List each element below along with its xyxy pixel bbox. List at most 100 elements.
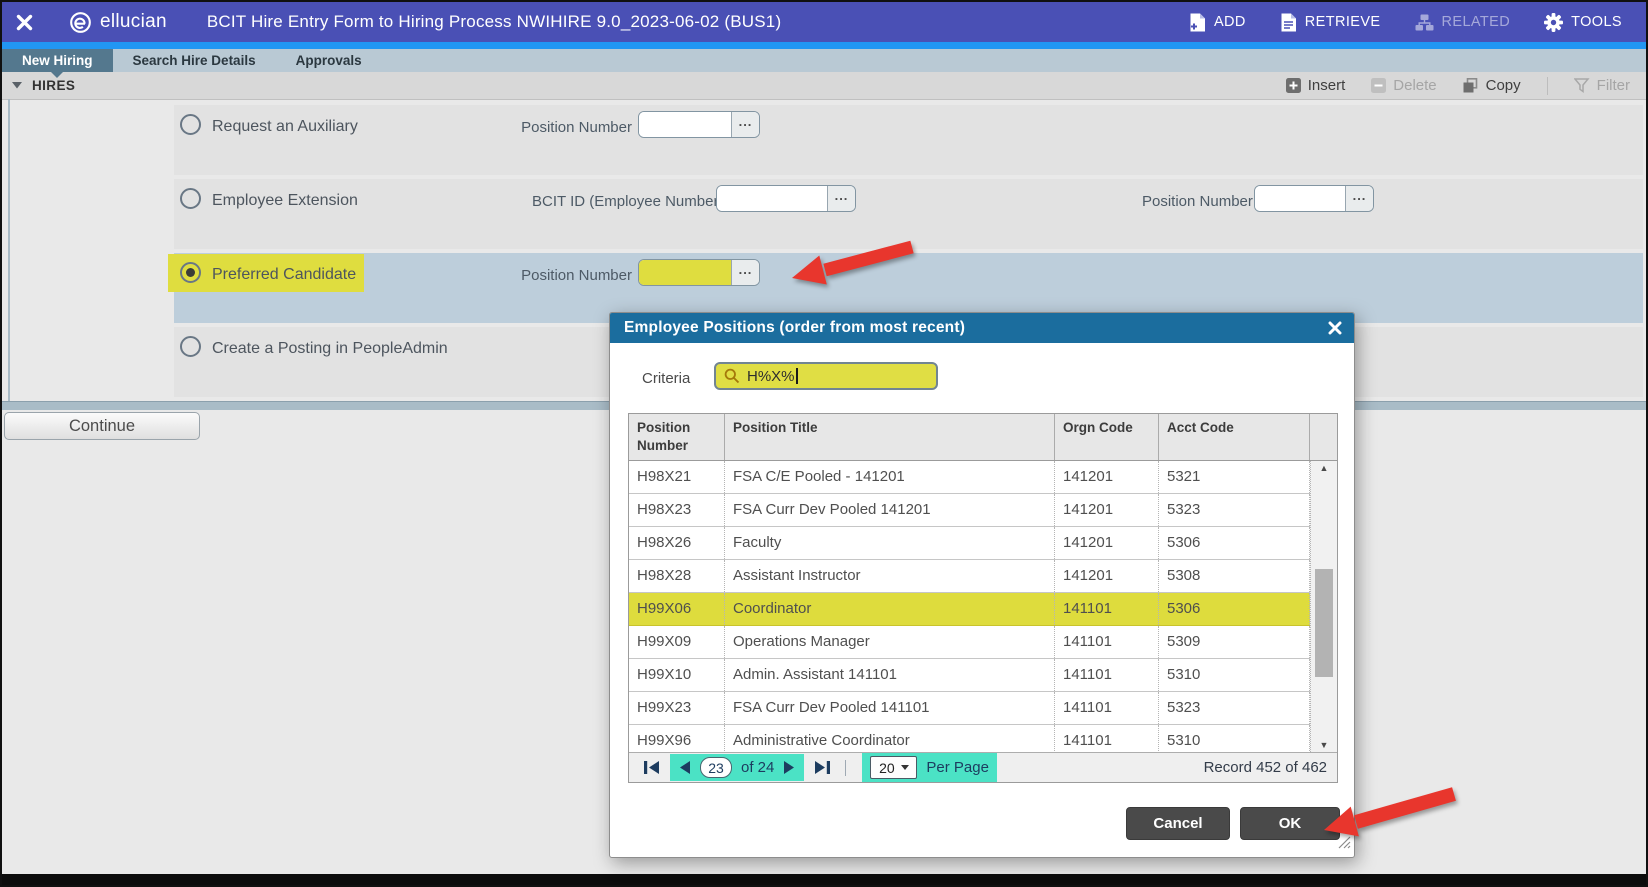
row-spacer: [1309, 692, 1337, 724]
per-page-select[interactable]: 20: [870, 756, 918, 779]
window-bottom-frame: [2, 874, 1646, 885]
radio-employee-extension[interactable]: [180, 188, 201, 209]
lov-ellipsis-button[interactable]: [827, 186, 855, 211]
table-cell: H99X09: [637, 633, 692, 650]
record-count-label: Record 452 of 462: [1203, 759, 1327, 776]
first-page-button[interactable]: [643, 760, 660, 775]
table-cell: Assistant Instructor: [724, 560, 1054, 592]
table-cell: H98X23: [637, 501, 692, 518]
radio-request-auxiliary[interactable]: [180, 114, 201, 135]
table-row[interactable]: H99X10 Admin. Assistant 141101 141101 5310: [629, 659, 1337, 692]
scroll-up-icon[interactable]: ▲: [1319, 463, 1329, 473]
insert-plus-icon: [1285, 78, 1301, 93]
tab-search-hire-details[interactable]: Search Hire Details: [113, 49, 276, 72]
row-spacer: [1309, 725, 1337, 752]
resize-grip-icon[interactable]: [1338, 836, 1351, 854]
delete-button[interactable]: Delete: [1371, 77, 1437, 94]
lov-ellipsis-button[interactable]: [731, 112, 759, 137]
page-number-input[interactable]: 23: [700, 757, 732, 778]
dialog-title: Employee Positions (order from most rece…: [624, 319, 966, 336]
table-cell: H99X96: [637, 732, 692, 749]
add-button[interactable]: ADD: [1189, 13, 1246, 32]
previous-page-button[interactable]: [678, 760, 691, 775]
column-header[interactable]: Position Title: [724, 414, 1054, 460]
table-cell: FSA Curr Dev Pooled 141101: [724, 692, 1054, 724]
collapse-caret-icon[interactable]: [12, 82, 22, 89]
table-row[interactable]: H98X23 FSA Curr Dev Pooled 141201 141201 53…: [629, 494, 1337, 527]
scrollbar-thumb[interactable]: [1315, 569, 1333, 677]
table-row[interactable]: H98X26 Faculty 141201 5306: [629, 527, 1337, 560]
tab-new-hiring[interactable]: New Hiring: [2, 49, 113, 78]
retrieve-button[interactable]: RETRIEVE: [1280, 13, 1381, 32]
cancel-button[interactable]: Cancel: [1126, 807, 1230, 840]
table-scrollbar[interactable]: ▲ ▼: [1310, 461, 1337, 752]
position-number-input[interactable]: [639, 112, 731, 137]
row-spacer: [1309, 527, 1337, 559]
add-document-icon: [1190, 13, 1205, 31]
hires-section-bar: HIRES Insert Delete Copy Filter: [2, 72, 1646, 100]
radio-preferred-candidate[interactable]: [180, 262, 201, 283]
continue-button[interactable]: Continue: [4, 412, 200, 440]
tab-approvals[interactable]: Approvals: [276, 49, 382, 72]
table-cell: H99X06: [637, 600, 692, 617]
brand-logo: ellucian: [69, 11, 167, 34]
page-title: BCIT Hire Entry Form to Hiring Process N…: [206, 12, 782, 31]
tab-bar: New Hiring Search Hire Details Approvals: [2, 49, 1646, 78]
criteria-value: H%X%: [747, 367, 795, 385]
text-cursor: [795, 368, 798, 384]
tab-label: New Hiring: [22, 53, 93, 68]
last-page-button[interactable]: [814, 760, 831, 775]
criteria-search-field[interactable]: H%X%: [714, 362, 938, 390]
option-label: Employee Extension: [212, 192, 358, 209]
position-number-input[interactable]: [1255, 186, 1345, 211]
lov-ellipsis-button[interactable]: [1345, 186, 1373, 211]
position-number-input[interactable]: [639, 260, 731, 285]
column-header[interactable]: Position Number: [637, 420, 691, 453]
insert-button[interactable]: Insert: [1285, 77, 1345, 94]
table-cell: 5310: [1158, 659, 1309, 691]
chevron-down-icon: [900, 765, 909, 770]
dialog-header[interactable]: Employee Positions (order from most rece…: [610, 313, 1354, 343]
table-cell: Admin. Assistant 141101: [724, 659, 1054, 691]
table-cell: 141101: [1054, 593, 1158, 625]
option-label: Create a Posting in PeopleAdmin: [212, 340, 448, 357]
radio-create-posting[interactable]: [180, 336, 201, 357]
table-row[interactable]: H98X28 Assistant Instructor 141201 5308: [629, 560, 1337, 593]
bcit-id-input[interactable]: [717, 186, 827, 211]
table-cell: 5323: [1158, 692, 1309, 724]
column-header[interactable]: Orgn Code: [1054, 414, 1158, 460]
column-header[interactable]: Acct Code: [1158, 414, 1309, 460]
table-row[interactable]: H99X06 Coordinator 141101 5306: [629, 593, 1337, 626]
related-button[interactable]: RELATED: [1415, 14, 1511, 31]
lov-ellipsis-button[interactable]: [731, 260, 759, 285]
table-row[interactable]: H99X23 FSA Curr Dev Pooled 141101 141101 53…: [629, 692, 1337, 725]
table-cell: FSA C/E Pooled - 141201: [724, 461, 1054, 493]
table-row[interactable]: H98X21 FSA C/E Pooled - 141201 141201 5321: [629, 461, 1337, 494]
table-cell: H98X28: [637, 567, 692, 584]
table-row[interactable]: H99X96 Administrative Coordinator 141101 53…: [629, 725, 1337, 752]
table-header: Position Number Position Title Orgn Code…: [629, 414, 1337, 461]
close-icon[interactable]: [16, 14, 33, 31]
copy-button[interactable]: Copy: [1463, 77, 1521, 94]
toolbar-divider: [1546, 76, 1548, 95]
copy-label: Copy: [1485, 77, 1521, 94]
page-count-label: of 24: [741, 759, 775, 776]
ok-button[interactable]: OK: [1240, 807, 1340, 840]
table-cell: 5306: [1158, 593, 1309, 625]
table-cell: 141101: [1054, 725, 1158, 752]
tools-button[interactable]: TOOLS: [1544, 12, 1622, 32]
table-cell: FSA Curr Dev Pooled 141201: [724, 494, 1054, 526]
dialog-close-icon[interactable]: [1328, 321, 1342, 335]
row-spacer: [1309, 626, 1337, 658]
ellucian-logo-icon: [70, 11, 91, 33]
filter-button[interactable]: Filter: [1573, 77, 1630, 94]
tab-label: Search Hire Details: [132, 53, 256, 68]
positions-table: Position Number Position Title Orgn Code…: [628, 413, 1338, 783]
panel-left-edge: [8, 99, 10, 401]
brand-name: ellucian: [100, 11, 167, 32]
option-label: Preferred Candidate: [212, 266, 357, 283]
table-cell: 141101: [1054, 692, 1158, 724]
next-page-button[interactable]: [783, 760, 796, 775]
scroll-down-icon[interactable]: ▼: [1319, 740, 1329, 750]
table-row[interactable]: H99X09 Operations Manager 141101 5309: [629, 626, 1337, 659]
